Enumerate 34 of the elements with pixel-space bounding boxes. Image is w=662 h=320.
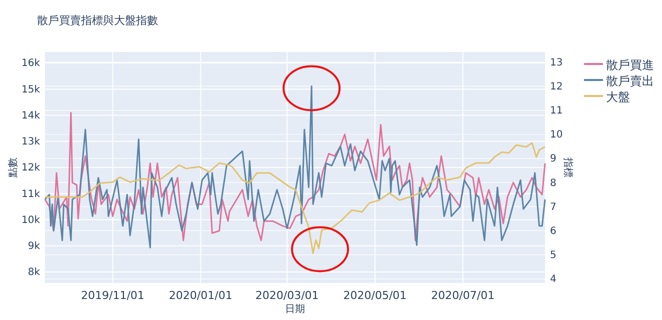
y2-tick-label: 13 — [550, 57, 563, 68]
y-axis-title: 點數 — [7, 158, 19, 178]
chart-title: 散戶買賣指標與大盤指數 — [37, 14, 158, 27]
y2-tick-label: 12 — [550, 81, 563, 92]
x-tick-label: 2020/05/01 — [343, 288, 407, 302]
x-tick-label: 2020/07/01 — [431, 288, 495, 302]
y2-tick-label: 5 — [550, 250, 556, 262]
y-tick-label: 8k — [28, 267, 40, 278]
y2-tick-label: 6 — [550, 226, 556, 237]
x-axis-title: 日期 — [285, 303, 305, 315]
y-tick-label: 10k — [21, 214, 40, 226]
x-tick-label: 2019/11/01 — [81, 288, 144, 302]
y-tick-label: 16k — [21, 58, 40, 70]
y-tick-label: 13k — [21, 136, 40, 148]
legend-label: 大盤 — [606, 90, 630, 104]
y2-tick-label: 8 — [550, 178, 556, 189]
line-series — [44, 142, 546, 254]
y-tick-label: 14k — [21, 110, 40, 122]
y-tick-label: 15k — [21, 84, 40, 96]
legend-label: 散戶買進 — [606, 58, 654, 72]
y-tick-label: 12k — [21, 162, 40, 174]
y-tick-label: 9k — [28, 241, 40, 252]
y-tick-label: 11k — [21, 188, 40, 200]
y2-tick-label: 7 — [550, 202, 556, 213]
y2-tick-label: 10 — [550, 130, 563, 141]
line-series — [44, 85, 546, 248]
y2-tick-label: 9 — [550, 154, 556, 165]
y2-tick-label: 11 — [550, 105, 563, 116]
y2-axis-title: 指標 — [562, 156, 574, 178]
y2-tick-label: 4 — [550, 274, 556, 286]
legend-label: 散戶賣出 — [606, 74, 654, 88]
x-tick-label: 2020/03/01 — [255, 288, 319, 302]
x-tick-label: 2020/01/01 — [168, 288, 232, 302]
line-series — [44, 112, 546, 242]
